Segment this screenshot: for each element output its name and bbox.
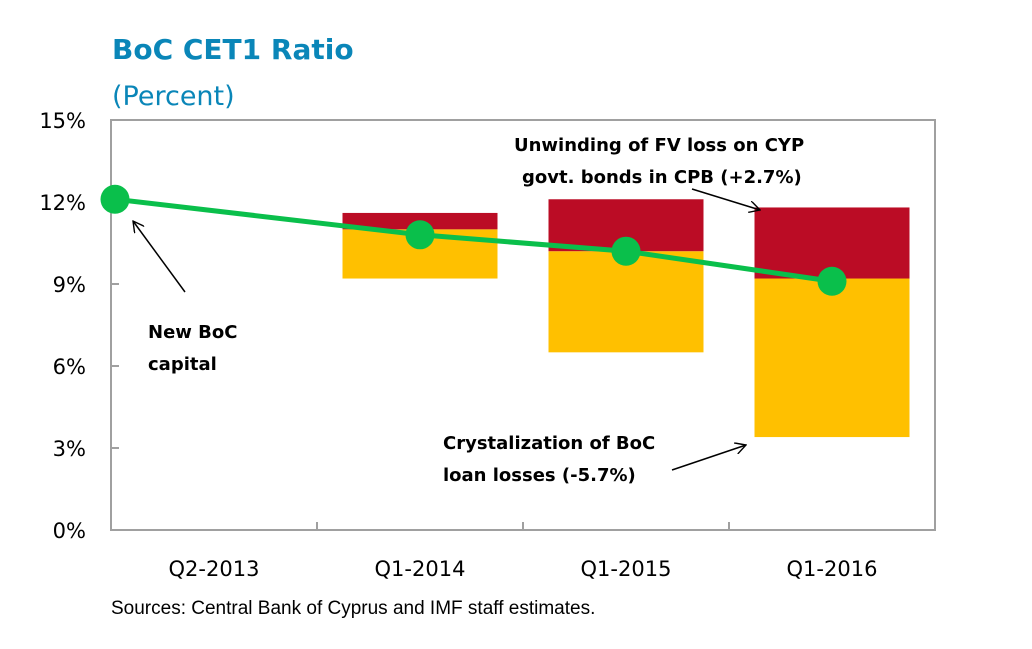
line-point: [611, 236, 641, 266]
bar-loan-loss: [754, 278, 910, 438]
annotation-new-capital-arrow: [133, 221, 186, 293]
y-tick-label: 15%: [39, 109, 86, 133]
y-tick-label: 9%: [53, 273, 86, 297]
x-tick-label: Q1-2014: [375, 557, 466, 581]
y-tick-label: 6%: [53, 355, 86, 379]
x-tick-label: Q2-2013: [169, 557, 260, 581]
y-tick-label: 12%: [39, 191, 86, 215]
line-point: [817, 266, 847, 296]
chart-title: BoC CET1 Ratio: [112, 33, 354, 66]
annotation-fv-unwind-line2: govt. bonds in CPB (+2.7%): [522, 167, 802, 188]
annotation-fv-unwind-line1: Unwinding of FV loss on CYP: [514, 135, 804, 156]
line-point: [100, 184, 130, 214]
source-note: Sources: Central Bank of Cyprus and IMF …: [111, 598, 595, 619]
annotation-new-capital: New BoC capital: [133, 221, 237, 375]
line-path: [114, 196, 833, 284]
annotation-fv-unwind: Unwinding of FV loss on CYP govt. bonds …: [514, 135, 804, 210]
y-axis: 0% 3% 6% 9% 12% 15%: [39, 109, 119, 543]
annotation-loan-loss-line1: Crystalization of BoC: [443, 433, 655, 454]
x-tick-label: Q1-2016: [787, 557, 878, 581]
annotation-fv-unwind-arrow: [691, 188, 760, 210]
x-axis: Q2-2013 Q1-2014 Q1-2015 Q1-2016: [169, 522, 878, 581]
line-series: [100, 184, 847, 296]
annotation-new-capital-line2: capital: [148, 354, 217, 375]
y-tick-label: 3%: [53, 437, 86, 461]
y-tick-label: 0%: [53, 519, 86, 543]
x-tick-label: Q1-2015: [581, 557, 672, 581]
line-point: [405, 220, 435, 250]
bar-loan-loss: [548, 251, 704, 353]
annotation-loan-loss-arrow: [671, 445, 746, 471]
annotation-loan-loss-line2: loan losses (-5.7%): [443, 465, 636, 486]
annotation-loan-loss: Crystalization of BoC loan losses (-5.7%…: [443, 433, 746, 486]
bar-fv-unwind: [754, 207, 910, 279]
chart-subtitle: (Percent): [112, 81, 235, 112]
annotation-new-capital-line1: New BoC: [148, 322, 237, 343]
